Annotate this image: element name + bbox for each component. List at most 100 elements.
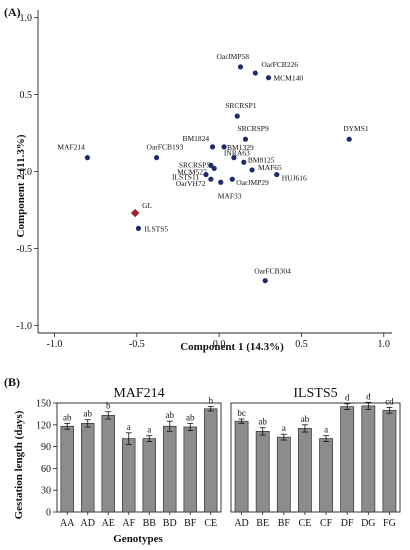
bar-y-tick-label: 120 xyxy=(36,420,51,431)
bar-y-tick-label: 150 xyxy=(36,399,51,410)
significance-letter: a xyxy=(147,425,151,435)
bar xyxy=(142,438,156,513)
scatter-point-label: OarJMP29 xyxy=(236,178,269,187)
significance-letter: a xyxy=(282,423,286,433)
bar xyxy=(319,438,333,513)
scatter-point-label: MAF65 xyxy=(258,163,282,172)
scatter-point xyxy=(135,225,142,232)
bar xyxy=(81,422,95,513)
bar xyxy=(340,406,355,513)
bar xyxy=(276,436,291,513)
scatter-point xyxy=(208,176,214,182)
bar-category-label: FG xyxy=(383,518,396,529)
scatter-point xyxy=(265,75,272,81)
scatter-point-label: HUJ616 xyxy=(282,174,307,183)
scatter-point-label: OarFCB304 xyxy=(254,267,291,276)
scatter-point xyxy=(208,162,214,168)
scatter-point-label: SRCRSP1 xyxy=(225,101,257,110)
bar xyxy=(60,425,74,513)
bar-panel-title: ILSTS5 xyxy=(293,386,337,401)
significance-letter: bc xyxy=(237,408,246,418)
scatter-x-ticks: -1.0 -0.5 0.0 0.5 1.0 xyxy=(47,333,390,350)
scatter-x-axis-title: Component 1 (14.3%) xyxy=(180,341,284,353)
scatter-point-label: MCM527 xyxy=(177,167,207,176)
bar-category-label: AA xyxy=(60,518,75,529)
scatter-point-label: OarFCB193 xyxy=(147,143,184,152)
bar-panel-title: MAF214 xyxy=(113,386,164,401)
scatter-point-highlight xyxy=(130,208,140,218)
significance-letter: d xyxy=(345,393,350,403)
bar-panel-frame xyxy=(230,402,401,513)
panel-b-label: (B) xyxy=(4,375,20,389)
scatter-point xyxy=(346,136,352,142)
bar-category-label: CF xyxy=(320,518,333,529)
scatter-point xyxy=(203,171,209,178)
significance-letter: b xyxy=(106,401,111,411)
scatter-x-tick-label: 0.0 xyxy=(213,339,226,350)
bar-y-ticks: 150 120 90 60 30 0 xyxy=(36,399,57,519)
scatter-point-label: ILSTS11 xyxy=(172,173,199,182)
scatter-point-label: MAF33 xyxy=(218,191,242,200)
significance-letter: a xyxy=(324,425,328,435)
significance-letter: d xyxy=(366,391,371,401)
scatter-point xyxy=(274,171,280,178)
bar-category-label: BF xyxy=(278,518,291,529)
bar-panel-frame xyxy=(56,402,222,513)
scatter-point-label: MCM140 xyxy=(274,74,304,83)
scatter-y-tick-label: 0.5 xyxy=(20,90,33,101)
significance-letter: ab xyxy=(186,412,195,422)
scatter-y-axis-title: Component 2 (11.3%) xyxy=(15,134,27,237)
bar-category-label: DG xyxy=(361,518,375,529)
scatter-point xyxy=(209,144,216,150)
bar xyxy=(122,438,136,513)
scatter-point-label: OarJMP58 xyxy=(217,52,250,61)
scatter-point xyxy=(241,159,247,165)
bar-category-label: CE xyxy=(299,518,312,529)
scatter-x-tick-label: -1.0 xyxy=(47,339,63,350)
bar xyxy=(361,405,376,513)
scatter-point-label: GL xyxy=(142,201,152,210)
scatter-points: OarJMP58 OarFCB226 MCM140 SRCRSP1 SRCRSP9 DYM… xyxy=(57,52,369,284)
bar-category-label: AF xyxy=(122,518,135,529)
significance-letter: ab xyxy=(258,417,267,427)
bar-y-tick-label: 60 xyxy=(41,464,51,475)
significance-letter: ab xyxy=(301,414,310,424)
scatter-point-label: BM8125 xyxy=(248,155,275,164)
significance-letter: ab xyxy=(166,410,175,420)
panel-a-label: (A) xyxy=(4,5,21,19)
significance-letter: cd xyxy=(385,396,394,406)
bar-chart-ilsts5: ILSTS5 bc AD ab BE a BF ab CE a CF d DF d DG cd FG xyxy=(230,386,401,529)
scatter-point-label: BM1329 xyxy=(227,143,254,152)
bar-y-axis-title: Gestation length (days) xyxy=(13,410,25,519)
scatter-point xyxy=(234,113,240,119)
scatter-point xyxy=(262,278,268,284)
scatter-x-tick-label: 1.0 xyxy=(378,339,391,350)
bar-category-label: AD xyxy=(81,518,95,529)
scatter-point-label: SRCRSP9 xyxy=(237,124,269,133)
scatter-point xyxy=(229,176,235,182)
scatter-y-ticks: 1.0 0.5 0.0 -0.5 -1.0 xyxy=(16,13,38,332)
scatter-point-label: OarVH72 xyxy=(176,179,206,188)
scatter-y-tick-label: -1.0 xyxy=(16,321,32,332)
scatter-x-tick-label: 0.5 xyxy=(295,339,308,350)
scatter-point xyxy=(237,64,244,70)
bar-category-label: BB xyxy=(143,518,157,529)
bar-category-label: BF xyxy=(184,518,197,529)
bar-y-tick-label: 30 xyxy=(41,486,51,497)
bar xyxy=(255,430,270,513)
scatter-point xyxy=(211,165,217,172)
scatter-y-tick-label: 1.0 xyxy=(20,13,33,24)
scatter-y-tick-label: 0.0 xyxy=(20,167,33,178)
bar-category-label: CE xyxy=(204,518,217,529)
bar xyxy=(183,426,197,513)
scatter-point-label: INRA63 xyxy=(224,149,250,158)
significance-letter: a xyxy=(127,422,131,432)
bar-category-label: AE xyxy=(102,518,115,529)
bar xyxy=(234,420,249,513)
bar-y-tick-label: 0 xyxy=(46,508,51,519)
scatter-point xyxy=(249,167,255,173)
scatter-point xyxy=(252,70,258,76)
bar-category-label: DF xyxy=(341,518,354,529)
scatter-point-label: ILSTS5 xyxy=(144,224,168,233)
